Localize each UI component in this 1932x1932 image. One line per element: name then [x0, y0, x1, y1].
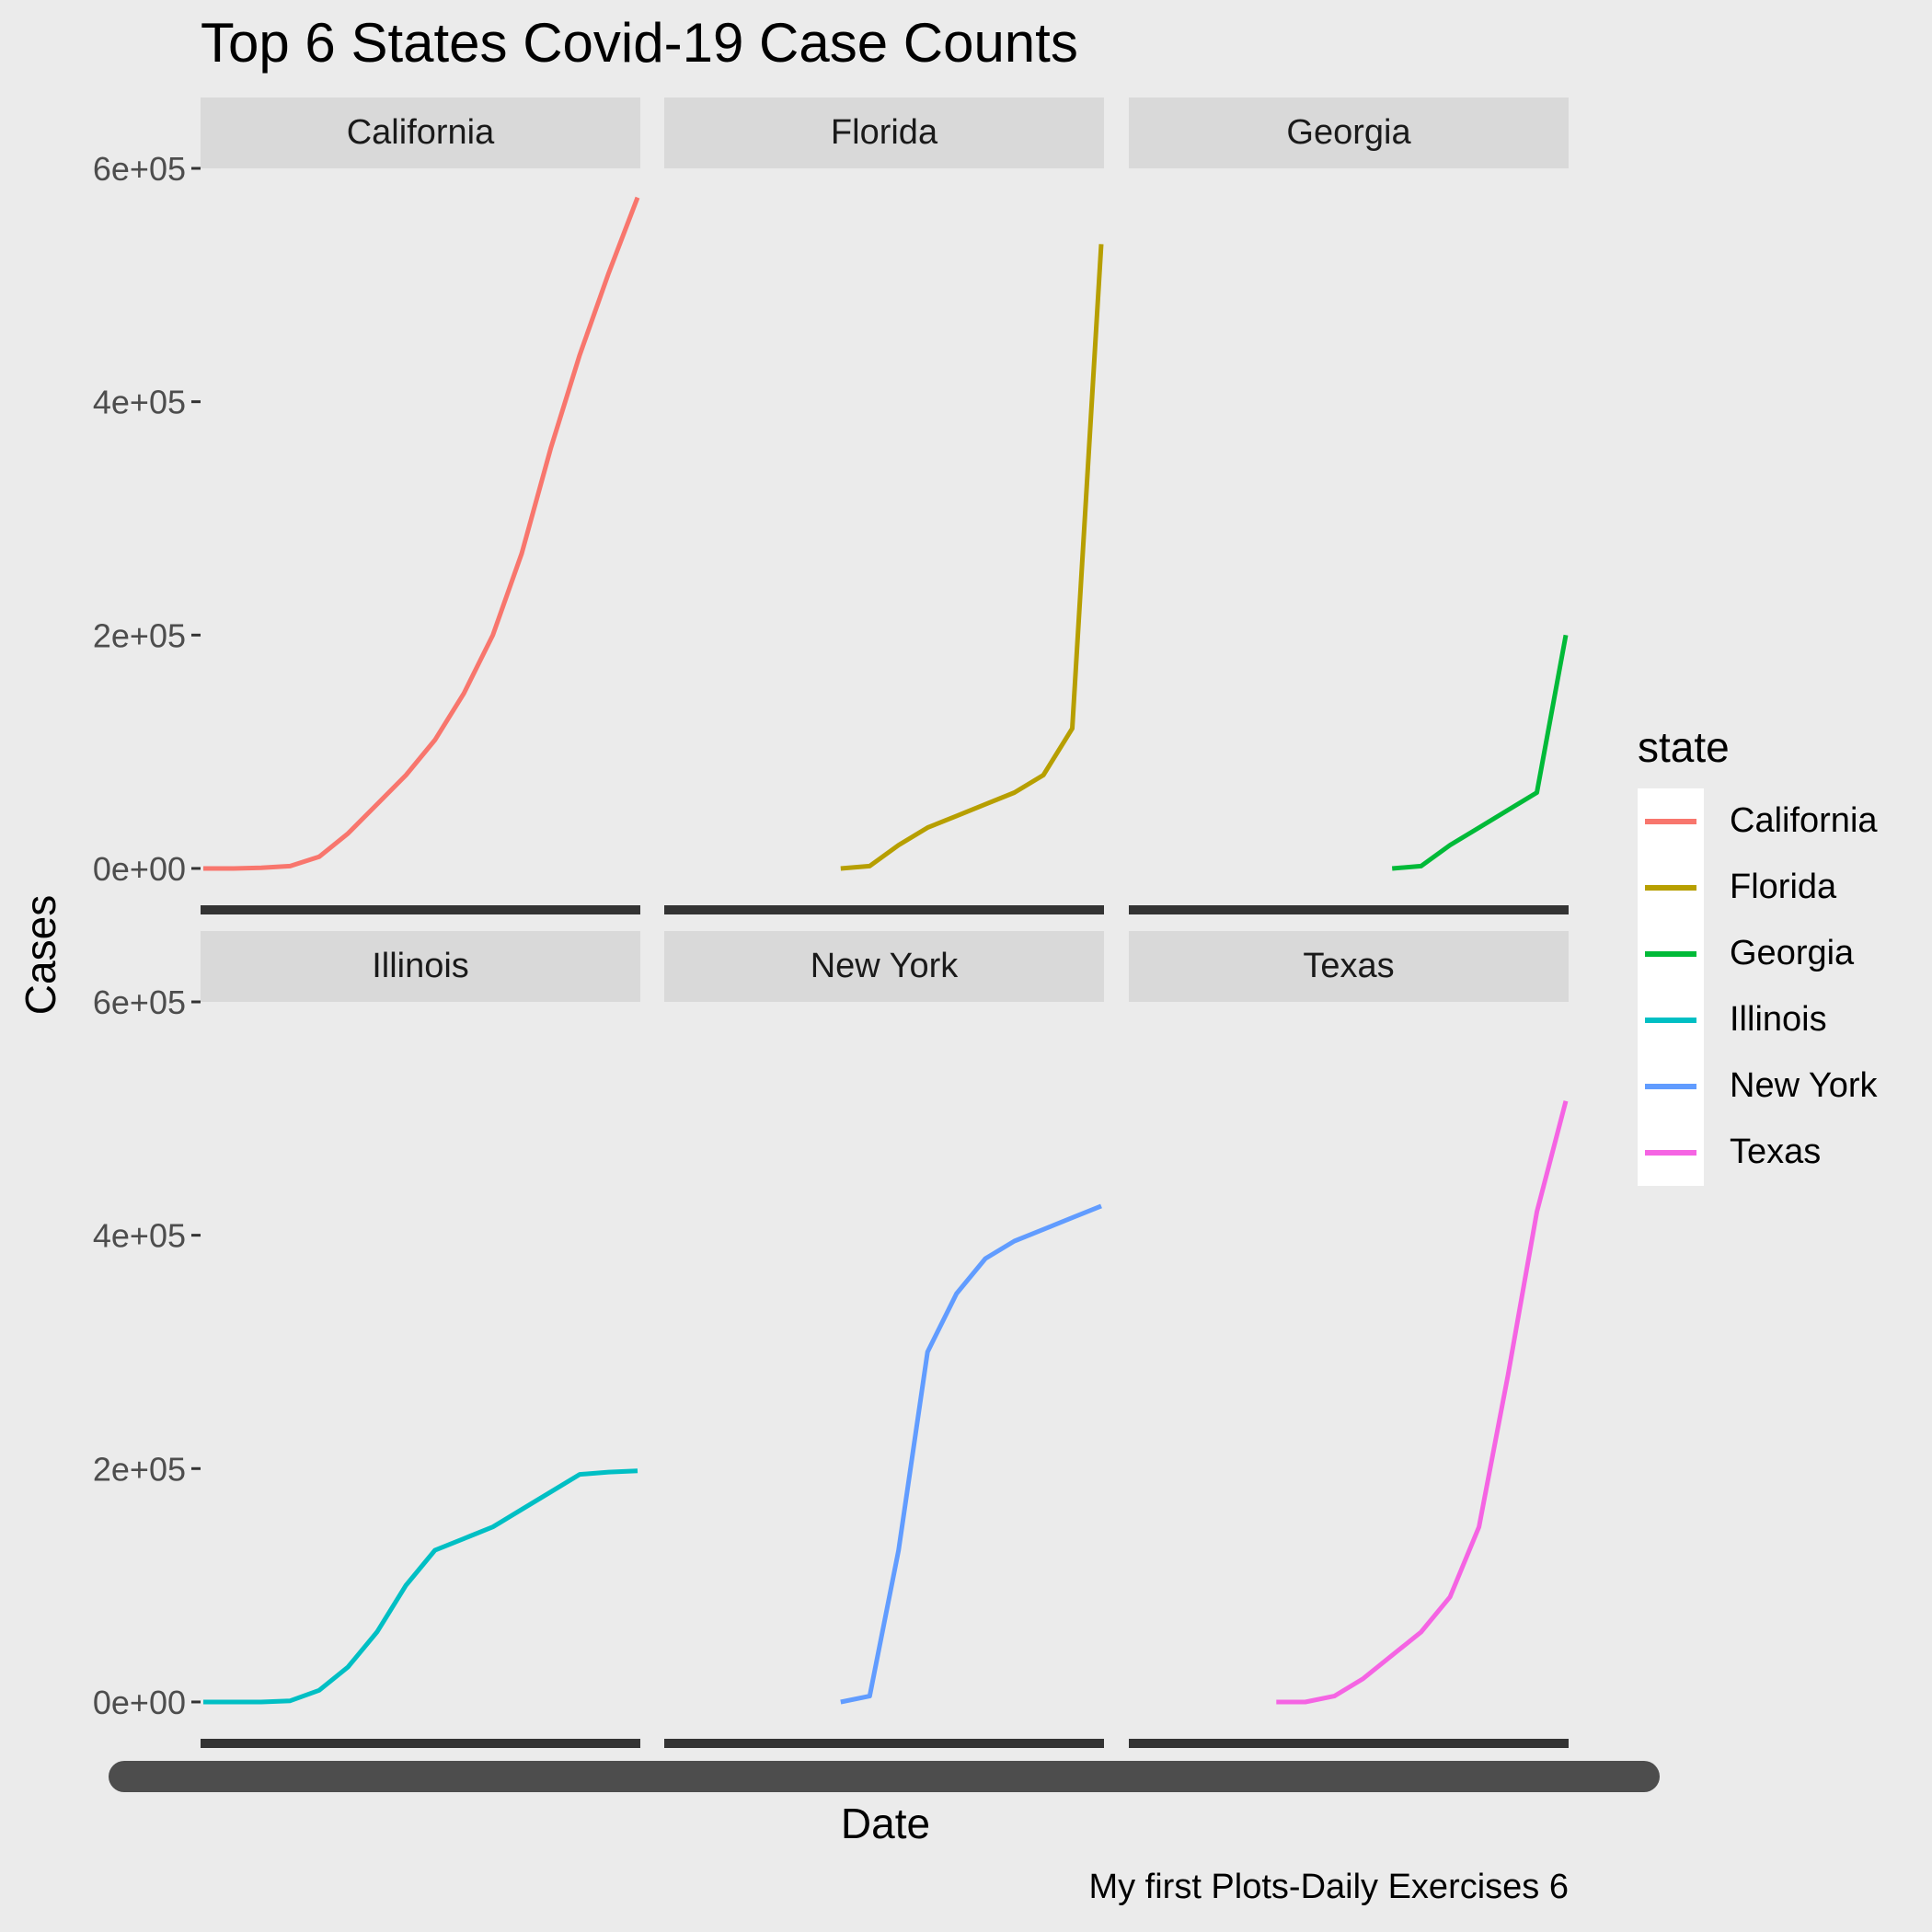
facet-strip-label: Georgia [1286, 113, 1411, 152]
x-axis-label: Date [840, 1800, 931, 1847]
y-tick-label: 4e+05 [93, 1217, 186, 1255]
chart-title: Top 6 States Covid-19 Case Counts [201, 12, 1078, 74]
facet-strip-label: California [347, 113, 495, 152]
legend-item-florida: Florida [1638, 855, 1932, 921]
series-line-new-york [840, 1203, 1102, 1705]
facet-panel [1129, 1002, 1569, 1737]
legend-item-california: California [1638, 788, 1932, 855]
series-line-texas [1276, 1100, 1569, 1705]
legend-item-illinois: Illinois [1638, 987, 1932, 1053]
legend-label: Georgia [1730, 934, 1855, 972]
legend-label: New York [1730, 1066, 1878, 1105]
y-tick-label: 4e+05 [93, 384, 186, 421]
facet-panel [201, 168, 640, 903]
x-tick-labels-overlap [109, 1761, 1660, 1792]
facet-strip [1129, 98, 1569, 168]
legend-label: Texas [1730, 1133, 1822, 1171]
legend-label: Florida [1730, 868, 1837, 906]
legend-item-texas: Texas [1638, 1120, 1932, 1186]
facet-strip-label: Florida [831, 113, 938, 152]
chart-caption: My first Plots-Daily Exercises 6 [1088, 1868, 1569, 1906]
y-tick-label: 0e+00 [93, 1684, 186, 1721]
facet-strip [664, 98, 1104, 168]
facet-strip [201, 931, 640, 1002]
legend-swatch [1645, 885, 1696, 891]
series-line-florida [840, 244, 1104, 871]
legend-swatch [1645, 1150, 1696, 1156]
legend-swatch [1645, 1084, 1696, 1089]
legend-swatch [1645, 951, 1696, 957]
legend: state California Florida Georgia Illinoi… [1638, 722, 1878, 1186]
legend-key-background [1638, 788, 1704, 1186]
y-tick-label: 0e+00 [93, 850, 186, 888]
y-tick-label: 6e+05 [93, 150, 186, 188]
facet-panel [1129, 168, 1569, 903]
x-axis-ticks [201, 905, 640, 914]
legend-swatch [1645, 1018, 1696, 1023]
legend-swatch [1645, 819, 1696, 824]
legend-item-georgia: Georgia [1638, 921, 1932, 987]
y-tick-label: 6e+05 [93, 983, 186, 1021]
facet-strip-label: New York [811, 947, 960, 985]
y-tick-label: 2e+05 [93, 616, 186, 654]
series-line-georgia [1391, 634, 1569, 871]
series-line-illinois [203, 1468, 638, 1705]
legend-item-new-york: New York [1638, 1053, 1932, 1120]
legend-title: state [1638, 723, 1730, 771]
facet-strip-label: Texas [1303, 947, 1394, 985]
x-axis-ticks [664, 905, 1104, 914]
y-tick-label: 2e+05 [93, 1450, 186, 1488]
facet-strip [201, 98, 640, 168]
series-line-california [203, 196, 640, 871]
x-axis-ticks [1129, 1739, 1569, 1748]
facet-panel [201, 1002, 640, 1737]
facet-panel [664, 168, 1104, 903]
legend-label: California [1730, 801, 1878, 840]
x-axis-ticks [201, 1739, 640, 1748]
facet-strip-label: Illinois [372, 947, 469, 985]
x-axis-ticks [1129, 905, 1569, 914]
legend-label: Illinois [1730, 1000, 1827, 1039]
facet-strip [1129, 931, 1569, 1002]
facet-strip [664, 931, 1104, 1002]
x-axis-ticks [664, 1739, 1104, 1748]
